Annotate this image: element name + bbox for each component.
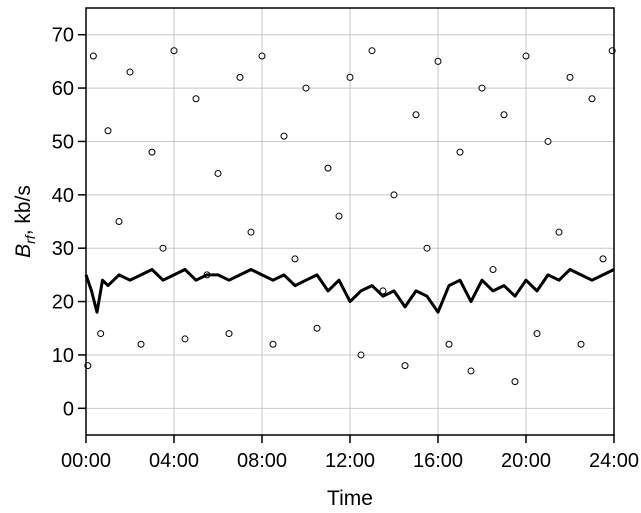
- data-point: [588, 95, 596, 103]
- data-point: [104, 127, 112, 135]
- data-point: [456, 148, 464, 156]
- data-point: [247, 228, 255, 236]
- data-point: [291, 255, 299, 263]
- data-point: [379, 287, 387, 295]
- mean-line: [84, 268, 615, 314]
- data-point: [313, 324, 321, 332]
- data-point: [423, 244, 431, 252]
- data-point: [368, 47, 376, 55]
- data-point: [126, 68, 134, 76]
- data-point: [236, 73, 244, 81]
- data-point: [346, 73, 354, 81]
- data-point: [192, 95, 200, 103]
- data-point: [445, 340, 453, 348]
- y-tick-label: 0: [63, 398, 74, 420]
- data-point: [280, 132, 288, 140]
- x-tick-label: 08:00: [237, 450, 287, 472]
- scatter-points: [84, 47, 616, 386]
- data-point: [500, 111, 508, 119]
- y-axis-ticks: 0 10 20 30 40 50 60 70: [52, 25, 86, 420]
- data-point: [511, 378, 519, 386]
- data-point: [467, 367, 475, 375]
- x-tick-label: 00:00: [61, 450, 111, 472]
- data-point: [489, 266, 497, 274]
- data-point: [302, 84, 310, 92]
- data-point: [170, 47, 178, 55]
- data-point: [335, 212, 343, 220]
- data-point: [522, 52, 530, 60]
- data-point: [401, 362, 409, 370]
- data-point: [412, 111, 420, 119]
- data-point: [258, 52, 266, 60]
- y-tick-label: 20: [52, 292, 74, 314]
- y-tick-label: 60: [52, 78, 74, 100]
- data-point: [555, 228, 563, 236]
- data-point: [533, 330, 541, 338]
- data-point: [225, 330, 233, 338]
- data-point: [269, 340, 277, 348]
- x-tick-label: 24:00: [589, 450, 639, 472]
- x-tick-label: 04:00: [149, 450, 199, 472]
- data-point: [478, 84, 486, 92]
- data-point: [357, 351, 365, 359]
- series-line: [84, 268, 615, 314]
- y-tick-label: 10: [52, 345, 74, 367]
- x-axis-title: Time: [327, 487, 373, 510]
- x-tick-label: 12:00: [325, 450, 375, 472]
- x-axis-ticks: 00:00 04:00 08:00 12:00 16:00 20:00 24:00: [61, 435, 639, 472]
- y-tick-label: 70: [52, 25, 74, 47]
- data-point: [137, 340, 145, 348]
- data-point: [544, 137, 552, 145]
- y-axis-title-subscript: rf: [22, 233, 38, 244]
- data-point: [577, 340, 585, 348]
- data-point: [89, 52, 97, 60]
- data-point: [115, 218, 123, 225]
- data-point: [599, 255, 607, 263]
- y-tick-label: 30: [52, 238, 74, 260]
- data-point: [159, 244, 167, 252]
- x-tick-label: 16:00: [413, 450, 463, 472]
- data-point: [214, 169, 222, 177]
- y-axis-title: Brf, kb/s: [12, 185, 38, 258]
- y-tick-label: 40: [52, 185, 74, 207]
- x-tick-label: 20:00: [501, 450, 551, 472]
- data-point: [181, 335, 189, 343]
- data-point: [434, 57, 442, 65]
- grid-lines: [85, 8, 615, 435]
- y-axis-title-main: B: [12, 244, 35, 258]
- data-point: [390, 191, 398, 199]
- data-point: [97, 330, 105, 338]
- y-axis-title-unit: , kb/s: [12, 185, 35, 235]
- y-tick-label: 50: [52, 131, 74, 153]
- data-point: [148, 148, 156, 156]
- data-point: [324, 164, 332, 172]
- data-point: [566, 73, 574, 81]
